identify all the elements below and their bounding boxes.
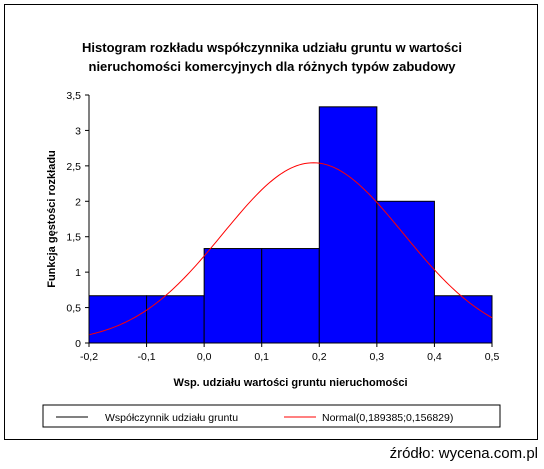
x-tick-label: 0,0 xyxy=(197,351,212,363)
normal-curve-line xyxy=(88,162,493,336)
legend-label: Normal(0,189385;0,156829) xyxy=(322,412,453,424)
histogram-bar xyxy=(203,248,263,344)
y-axis-title: Funkcja gęstości rozkładu xyxy=(46,150,58,288)
source-caption: źródło: wycena.com.pl xyxy=(389,445,538,462)
normal-curve xyxy=(88,162,493,336)
y-tick-label: 1 xyxy=(75,267,81,279)
x-tick-label: -0,2 xyxy=(80,351,98,363)
y-tick-label: 2 xyxy=(75,196,81,208)
histogram-bar xyxy=(88,295,148,344)
x-tick-label: -0,1 xyxy=(138,351,156,363)
histogram-bar xyxy=(318,106,378,344)
x-axis-title: Wsp. udziału wartości gruntu nieruchomoś… xyxy=(173,377,407,389)
y-tick-label: 0 xyxy=(75,338,81,350)
histogram-bar xyxy=(261,248,320,344)
x-tick-label: 0,3 xyxy=(370,351,385,363)
histogram-bar xyxy=(433,295,493,344)
y-tick-label: 1,5 xyxy=(66,232,81,244)
chart-title-line: nieruchomości komercyjnych dla różnych t… xyxy=(89,59,457,74)
chart-title-line: Histogram rozkładu współczynnika udziału… xyxy=(82,40,462,55)
axis-titles: Wsp. udziału wartości gruntu nieruchomoś… xyxy=(46,150,408,389)
axes xyxy=(88,95,492,344)
legend: Współczynnik udziału gruntu Normal(0,1893… xyxy=(42,404,501,428)
x-tick-label: 0,4 xyxy=(427,351,442,363)
chart-title: Histogram rozkładu współczynnika udziału… xyxy=(82,40,462,74)
x-tick-label: 0,5 xyxy=(485,351,500,363)
legend-box xyxy=(42,404,501,428)
x-axis-ticks: -0,2 -0,1 0,0 0,1 0,2 0,3 0,4 0,5 xyxy=(80,343,499,363)
x-tick-label: 0,1 xyxy=(254,351,269,363)
legend-label: Współczynnik udziału gruntu xyxy=(105,412,238,424)
y-tick-label: 3 xyxy=(75,125,81,137)
bars xyxy=(88,106,493,344)
y-tick-label: 0,5 xyxy=(66,303,81,315)
y-tick-label: 3,5 xyxy=(66,90,81,102)
x-tick-label: 0,2 xyxy=(312,351,327,363)
y-tick-label: 2,5 xyxy=(66,161,81,173)
y-axis-ticks: 0 0,5 1 1,5 2 2,5 3 3,5 xyxy=(66,90,89,350)
histogram-bar xyxy=(376,200,435,344)
histogram-bar xyxy=(146,295,205,344)
